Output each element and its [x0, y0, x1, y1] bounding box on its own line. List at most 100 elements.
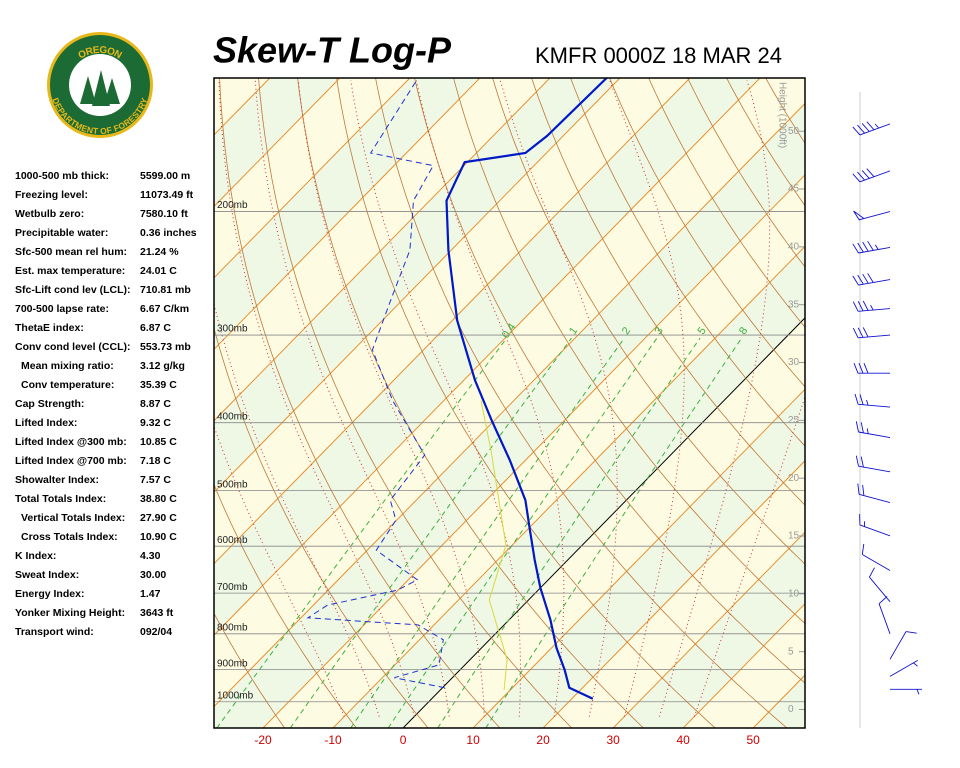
stat-label: K Index: — [15, 550, 56, 562]
sounding-line — [480, 400, 508, 691]
wind-barb — [852, 273, 891, 286]
wind-barb — [852, 327, 891, 339]
height-tick-label: 30 — [788, 357, 800, 368]
stat-label: Transport wind: — [15, 626, 94, 638]
isotherm — [893, 78, 960, 728]
dry-adiabat — [414, 78, 805, 684]
moist-adiabat — [499, 80, 618, 717]
stat-value: 38.80 C — [140, 493, 177, 505]
wind-barb — [889, 688, 923, 695]
height-axis-label: Height (1000ft) — [776, 82, 787, 148]
logo-top-text: OREGON — [76, 44, 123, 61]
dry-adiabat — [219, 78, 501, 728]
stat-value: 7580.10 ft — [140, 208, 188, 220]
logo-tree — [92, 70, 110, 106]
logo-tree — [80, 76, 96, 104]
x-tick-label: 30 — [606, 733, 620, 747]
pressure-tick-label: 300mb — [217, 324, 248, 335]
height-tick-label: 40 — [788, 242, 800, 253]
moist-adiabat — [658, 80, 771, 717]
pressure-tick-label: 900mb — [217, 658, 248, 669]
x-tick-label: 0 — [400, 733, 407, 747]
height-tick-label: 0 — [788, 704, 794, 715]
moist-adiabat — [254, 80, 450, 717]
wind-barb — [853, 210, 891, 221]
wind-barb — [859, 514, 891, 537]
stat-value: 6.87 C — [140, 322, 171, 334]
mixing-ratio-line — [289, 337, 572, 728]
stat-value: 7.57 C — [140, 474, 171, 486]
wind-barb — [857, 483, 891, 504]
stat-value: 10.90 C — [140, 531, 177, 543]
pressure-tick-label: 1000mb — [217, 690, 254, 701]
stat-label: Lifted Index @700 mb: — [15, 455, 127, 467]
stat-label: Conv cond level (CCL): — [15, 341, 131, 353]
stat-value: 8.87 C — [140, 398, 171, 410]
mixing-ratio-line — [350, 337, 625, 728]
mixing-ratio-label: 2 — [620, 325, 633, 337]
stat-label: Energy Index: — [15, 588, 84, 600]
height-tick-label: 50 — [788, 126, 800, 137]
isotherm-grid-line — [262, 174, 805, 728]
dry-adiabat — [214, 327, 429, 728]
stat-value: 21.24 % — [140, 246, 179, 258]
temperature-band — [823, 78, 960, 728]
dry-adiabat — [920, 76, 960, 728]
isotherm-grid-line — [612, 531, 805, 728]
dry-adiabat — [882, 76, 960, 728]
isotherm — [214, 78, 691, 565]
pressure-tick-label: 800mb — [217, 622, 248, 633]
stat-label: Mean mixing ratio: — [21, 360, 114, 372]
stat-label: Lifted Index: — [15, 417, 77, 429]
stat-value: 11073.49 ft — [140, 189, 194, 201]
stat-value: 27.90 C — [140, 512, 177, 524]
stat-value: 10.85 C — [140, 436, 177, 448]
stat-label: ThetaE index: — [15, 322, 84, 334]
dry-adiabat — [570, 78, 805, 447]
height-tick-label: 15 — [788, 531, 800, 542]
isotherm — [214, 78, 411, 279]
dry-adiabat — [648, 78, 805, 328]
wind-barb — [889, 631, 917, 660]
dry-adiabat — [453, 78, 805, 624]
wind-barb — [852, 300, 891, 312]
isotherm — [214, 78, 621, 493]
wind-barb — [861, 543, 891, 571]
wind-barb — [878, 596, 891, 634]
isotherm — [823, 78, 960, 728]
wind-barb — [852, 121, 891, 136]
wind-barb — [854, 393, 891, 408]
pressure-tick-label: 200mb — [217, 200, 248, 211]
sounding-line — [445, 78, 608, 700]
stat-label: Yonker Mixing Height: — [15, 607, 125, 619]
plot-overlay: 0.4 1 2 3 5 81000mb900mb800mb700mb600mb500mb4… — [213, 77, 806, 747]
stat-label: Lifted Index @300 mb: — [15, 436, 127, 448]
stat-value: 553.73 mb — [140, 341, 191, 353]
stat-value: 35.39 C — [140, 379, 177, 391]
isotherm — [214, 102, 805, 708]
stat-value: 3.12 g/kg — [140, 360, 185, 372]
logo: OREGON DEPARTMENT OF FORESTRY — [47, 32, 153, 138]
dry-adiabat — [531, 78, 805, 506]
x-tick-label: 40 — [676, 733, 690, 747]
dry-adiabat — [297, 78, 644, 728]
wind-barbs — [852, 121, 923, 695]
stat-label: 700-500 lapse rate: — [15, 303, 109, 315]
mixing-ratio-line — [485, 337, 743, 728]
dry-adiabat — [609, 78, 805, 388]
moist-adiabat — [297, 80, 485, 717]
moist-adiabat — [609, 80, 685, 717]
height-tick-label: 20 — [788, 473, 800, 484]
isotherm-grid-line — [682, 602, 805, 728]
isotherm-grid-line — [542, 460, 805, 728]
height-tick-label: 25 — [788, 415, 800, 426]
pressure-tick-label: 500mb — [217, 479, 248, 490]
mixing-ratio-label: 8 — [737, 325, 750, 337]
stat-label: Sfc-500 mean rel hum: — [15, 246, 127, 258]
dry-adiabat — [214, 483, 357, 728]
height-tick-label: 45 — [788, 184, 800, 195]
stat-label: Freezing level: — [15, 189, 88, 201]
x-tick-label: -20 — [254, 733, 272, 747]
stat-value: 4.30 — [140, 550, 161, 562]
